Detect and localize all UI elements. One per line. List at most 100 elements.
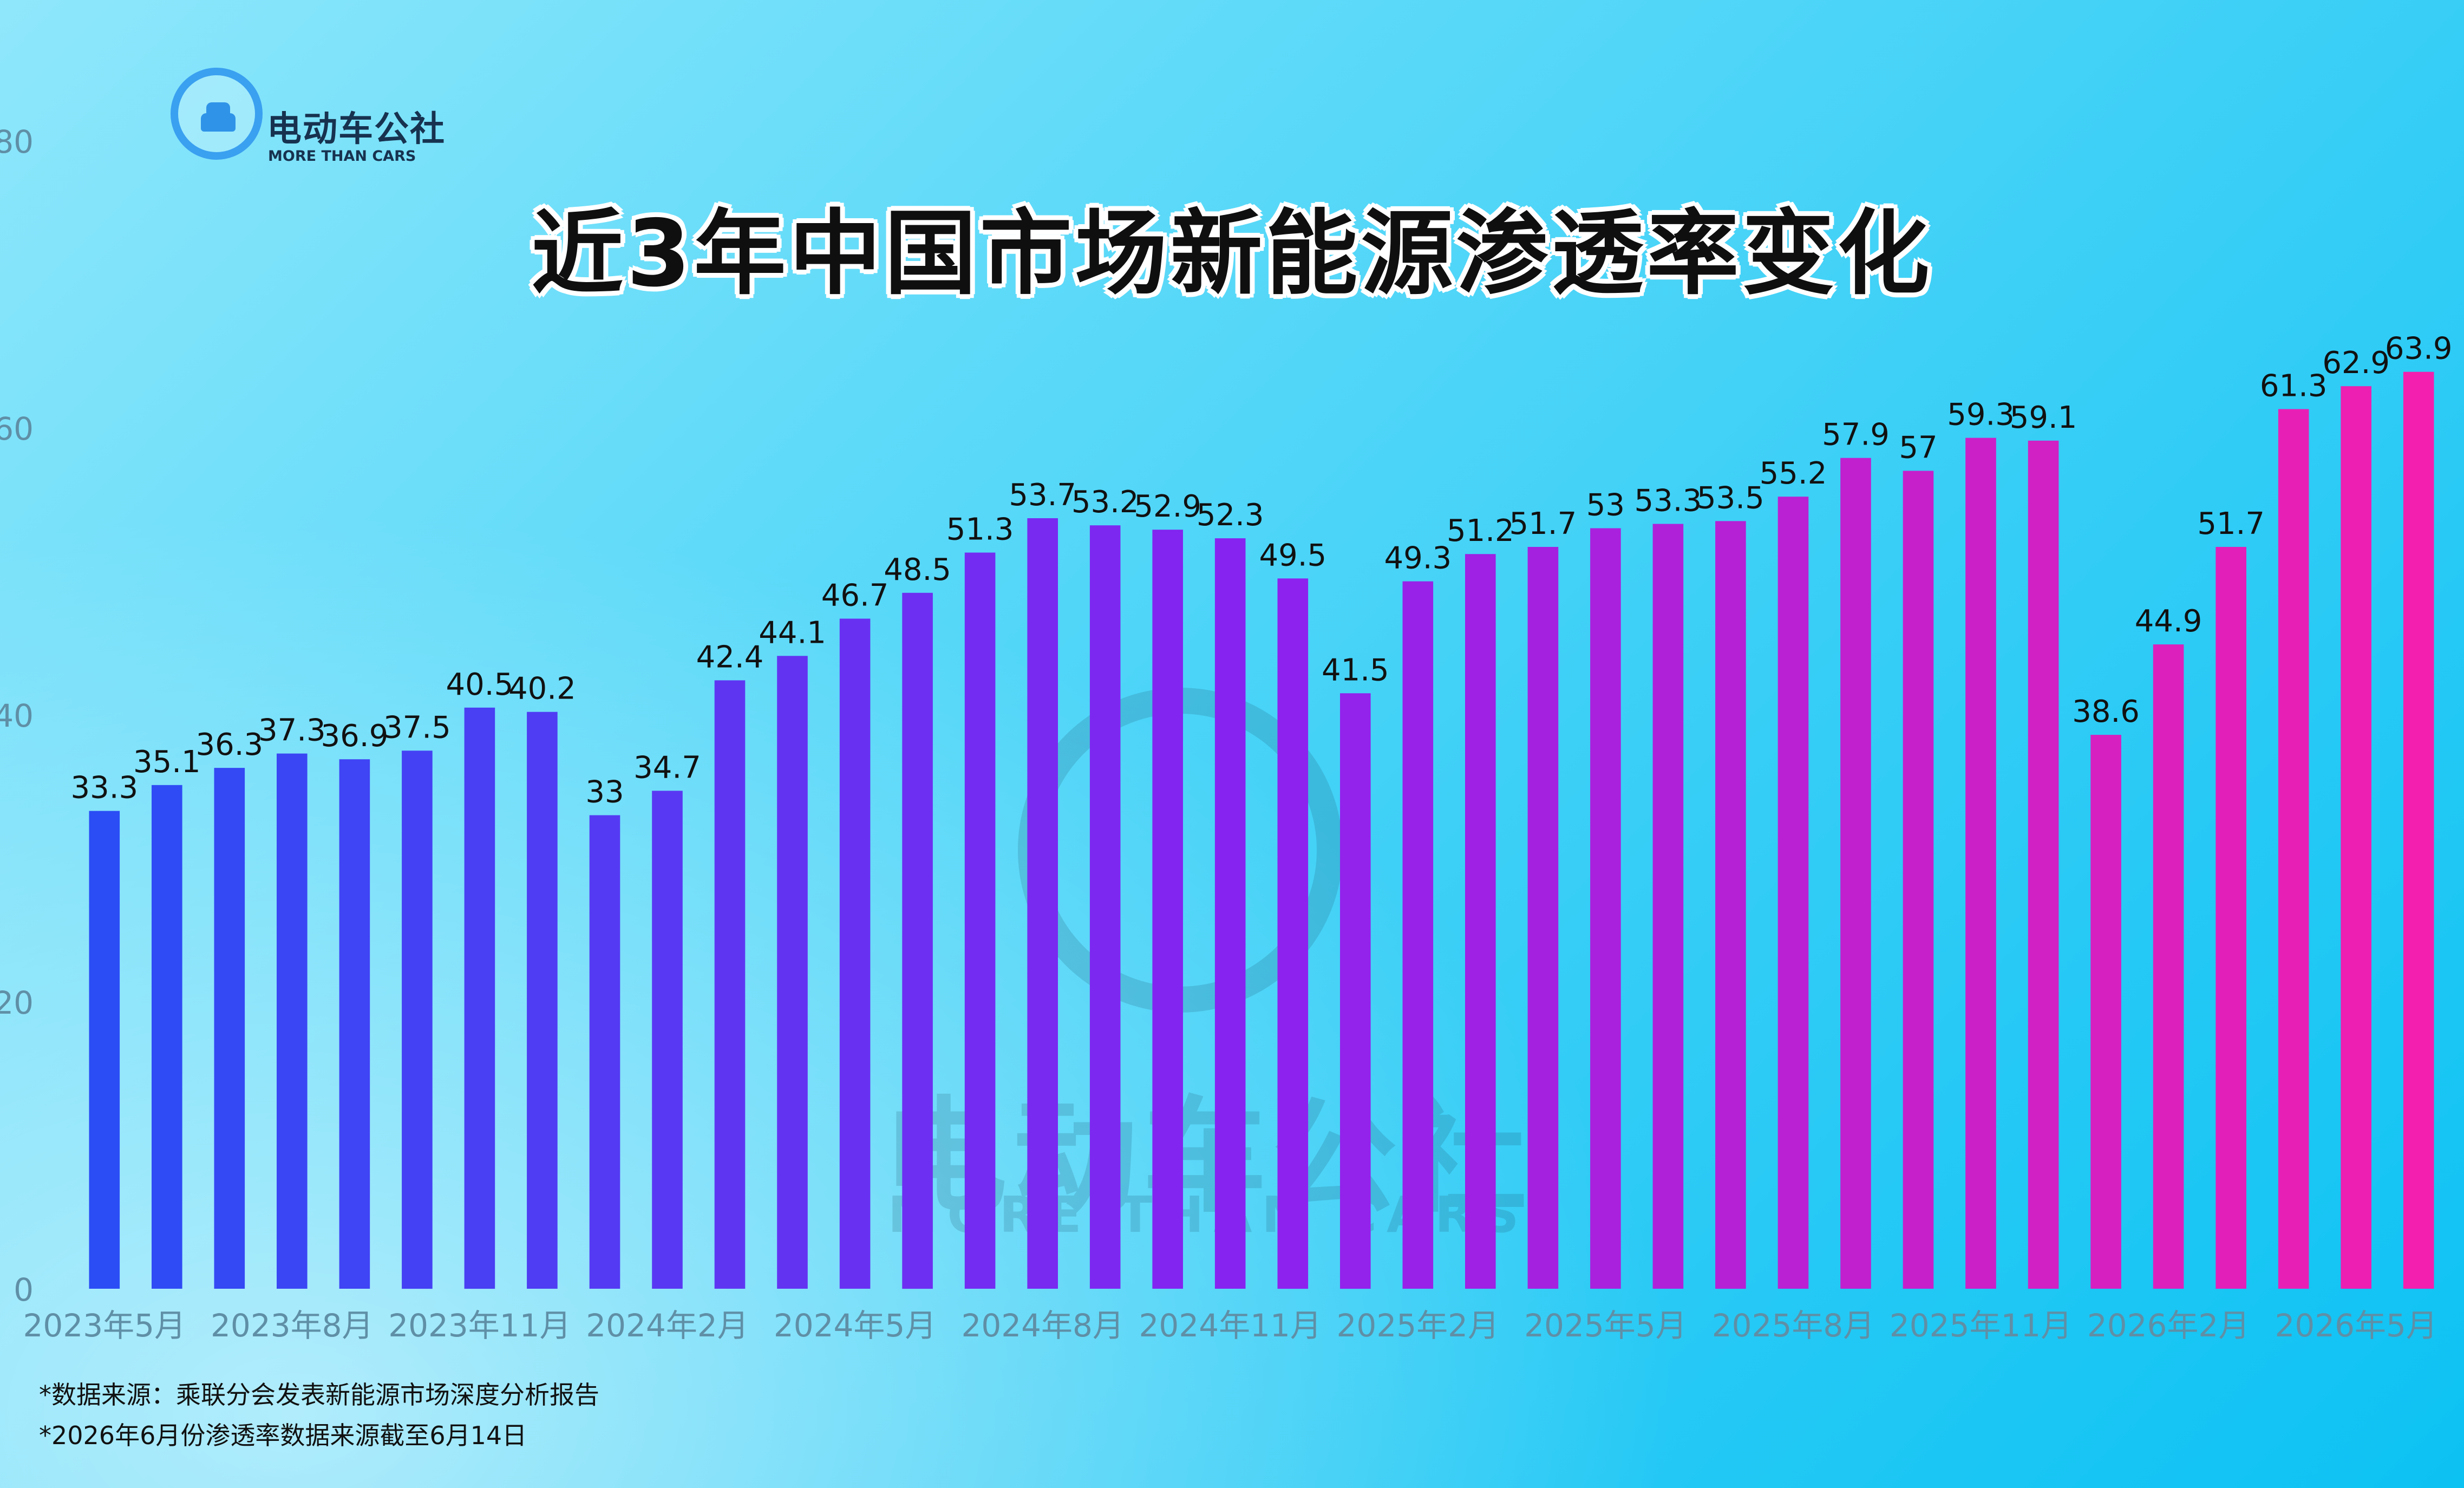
footnote-source: *数据来源：乘联分会发表新能源市场深度分析报告 [39,1380,599,1409]
bar [902,592,933,1289]
bar-value-label: 53.5 [1697,480,1764,515]
bar-value-label: 49.3 [1384,541,1452,576]
bar-value-label: 49.5 [1259,538,1326,573]
bar-value-label: 51.7 [1509,506,1577,541]
bar [777,656,808,1289]
bar [2153,644,2184,1289]
bar-value-label: 59.1 [2010,400,2077,435]
y-tick-label: 0 [14,1271,34,1308]
x-tick-label: 2024年11月 [1139,1307,1321,1344]
brand-logo: 电动车公社 MORE THAN CARS [171,68,506,181]
x-tick-label: 2023年8月 [211,1307,374,1344]
bar [339,759,370,1289]
bar-value-label: 51.7 [2197,506,2265,541]
x-tick-label: 2026年2月 [2087,1307,2250,1344]
bar-value-label: 46.7 [821,578,889,614]
brand-name: 电动车公社 [267,109,446,149]
brand-tagline: MORE THAN CARS [268,148,416,165]
bar [1277,578,1309,1289]
bar-value-label: 34.7 [633,750,701,785]
bar [2278,409,2309,1289]
bar [1402,581,1434,1289]
bar [714,680,746,1289]
x-tick-label: 2023年11月 [388,1307,571,1344]
bar-value-label: 62.9 [2322,345,2390,381]
bar [589,815,620,1289]
bar-value-label: 33 [585,775,624,810]
bar-value-label: 48.5 [884,552,951,588]
y-tick-label: 40 [0,697,34,734]
bar-value-label: 38.6 [2072,694,2140,729]
bar [277,753,308,1289]
bar [1340,693,1371,1289]
bar-value-label: 41.5 [1322,652,1389,688]
bar [1027,518,1058,1289]
bar-value-label: 44.9 [2135,604,2202,639]
bar [1840,458,1871,1289]
bar [1777,497,1809,1289]
bar [152,785,182,1289]
bar-value-label: 51.3 [946,512,1014,547]
bar-value-label: 61.3 [2260,369,2328,404]
bar-value-label: 37.3 [258,713,326,748]
bar-value-label: 33.3 [70,771,138,806]
bar [1527,547,1559,1289]
x-tick-label: 2023年5月 [23,1307,186,1344]
bar-value-label: 44.1 [759,615,826,650]
y-tick-label: 80 [0,123,34,160]
bar [2028,440,2059,1289]
x-tick-label: 2026年5月 [2275,1307,2437,1344]
bar [2215,547,2246,1289]
title-wrapper: 近3年中国市场新能源渗透率变化 [0,179,2464,312]
bars [89,371,2434,1289]
bar-value-label: 36.9 [321,719,389,754]
bar [2341,386,2371,1289]
bar [1089,525,1121,1289]
bar-value-label: 35.1 [133,745,201,780]
bar [1214,538,1246,1289]
bar [2090,735,2121,1289]
bar-value-label: 53.2 [1071,485,1139,520]
bar [89,811,120,1289]
value-labels: 33.335.136.337.336.937.5 40.540.2 33 34.7 42… [70,331,2452,810]
bar-value-label: 40.5 [446,667,514,702]
bar-value-label: 59.3 [1947,397,2015,433]
y-tick-label: 60 [0,410,34,447]
y-tick-label: 20 [0,984,34,1021]
x-tick-label: 2024年8月 [961,1307,1124,1344]
bar [964,552,996,1289]
bar [2403,371,2434,1289]
bar [1465,554,1496,1289]
bar-value-label: 63.9 [2385,331,2453,367]
bar-value-label: 53 [1586,488,1625,523]
bar [1903,471,1934,1289]
x-tick-label: 2024年5月 [774,1307,937,1344]
bar-value-label: 40.2 [508,671,576,707]
bar [1652,524,1684,1289]
x-tick-label: 2025年2月 [1337,1307,1500,1344]
bar-value-label: 57 [1899,430,1937,466]
x-tick-label: 2025年8月 [1712,1307,1875,1344]
y-axis: 0 20 40 60 80 [0,123,34,1308]
bar-value-label: 53.3 [1635,484,1702,519]
x-axis: 2023年5月 2023年8月 2023年11月 2024年2月 2024年5月 2024… [23,1307,2437,1344]
bar-value-label: 52.3 [1197,498,1264,533]
bar-value-label: 53.7 [1009,478,1076,513]
chart-title: 近3年中国市场新能源渗透率变化 [531,200,1933,308]
bar-value-label: 57.9 [1822,417,1890,453]
bar-value-label: 52.9 [1134,489,1201,524]
bar-value-label: 55.2 [1760,456,1827,491]
x-tick-label: 2025年11月 [1890,1307,2072,1344]
bar [1965,438,1996,1289]
bar [214,768,245,1289]
bar [652,791,683,1289]
x-tick-label: 2024年2月 [586,1307,749,1344]
bar [402,750,433,1289]
bar [839,618,871,1289]
bar [464,707,495,1289]
footnote-date: *2026年6月份渗透率数据来源截至6月14日 [39,1421,527,1450]
bar [527,712,558,1289]
bar [1715,521,1746,1289]
bar-value-label: 42.4 [696,639,764,675]
